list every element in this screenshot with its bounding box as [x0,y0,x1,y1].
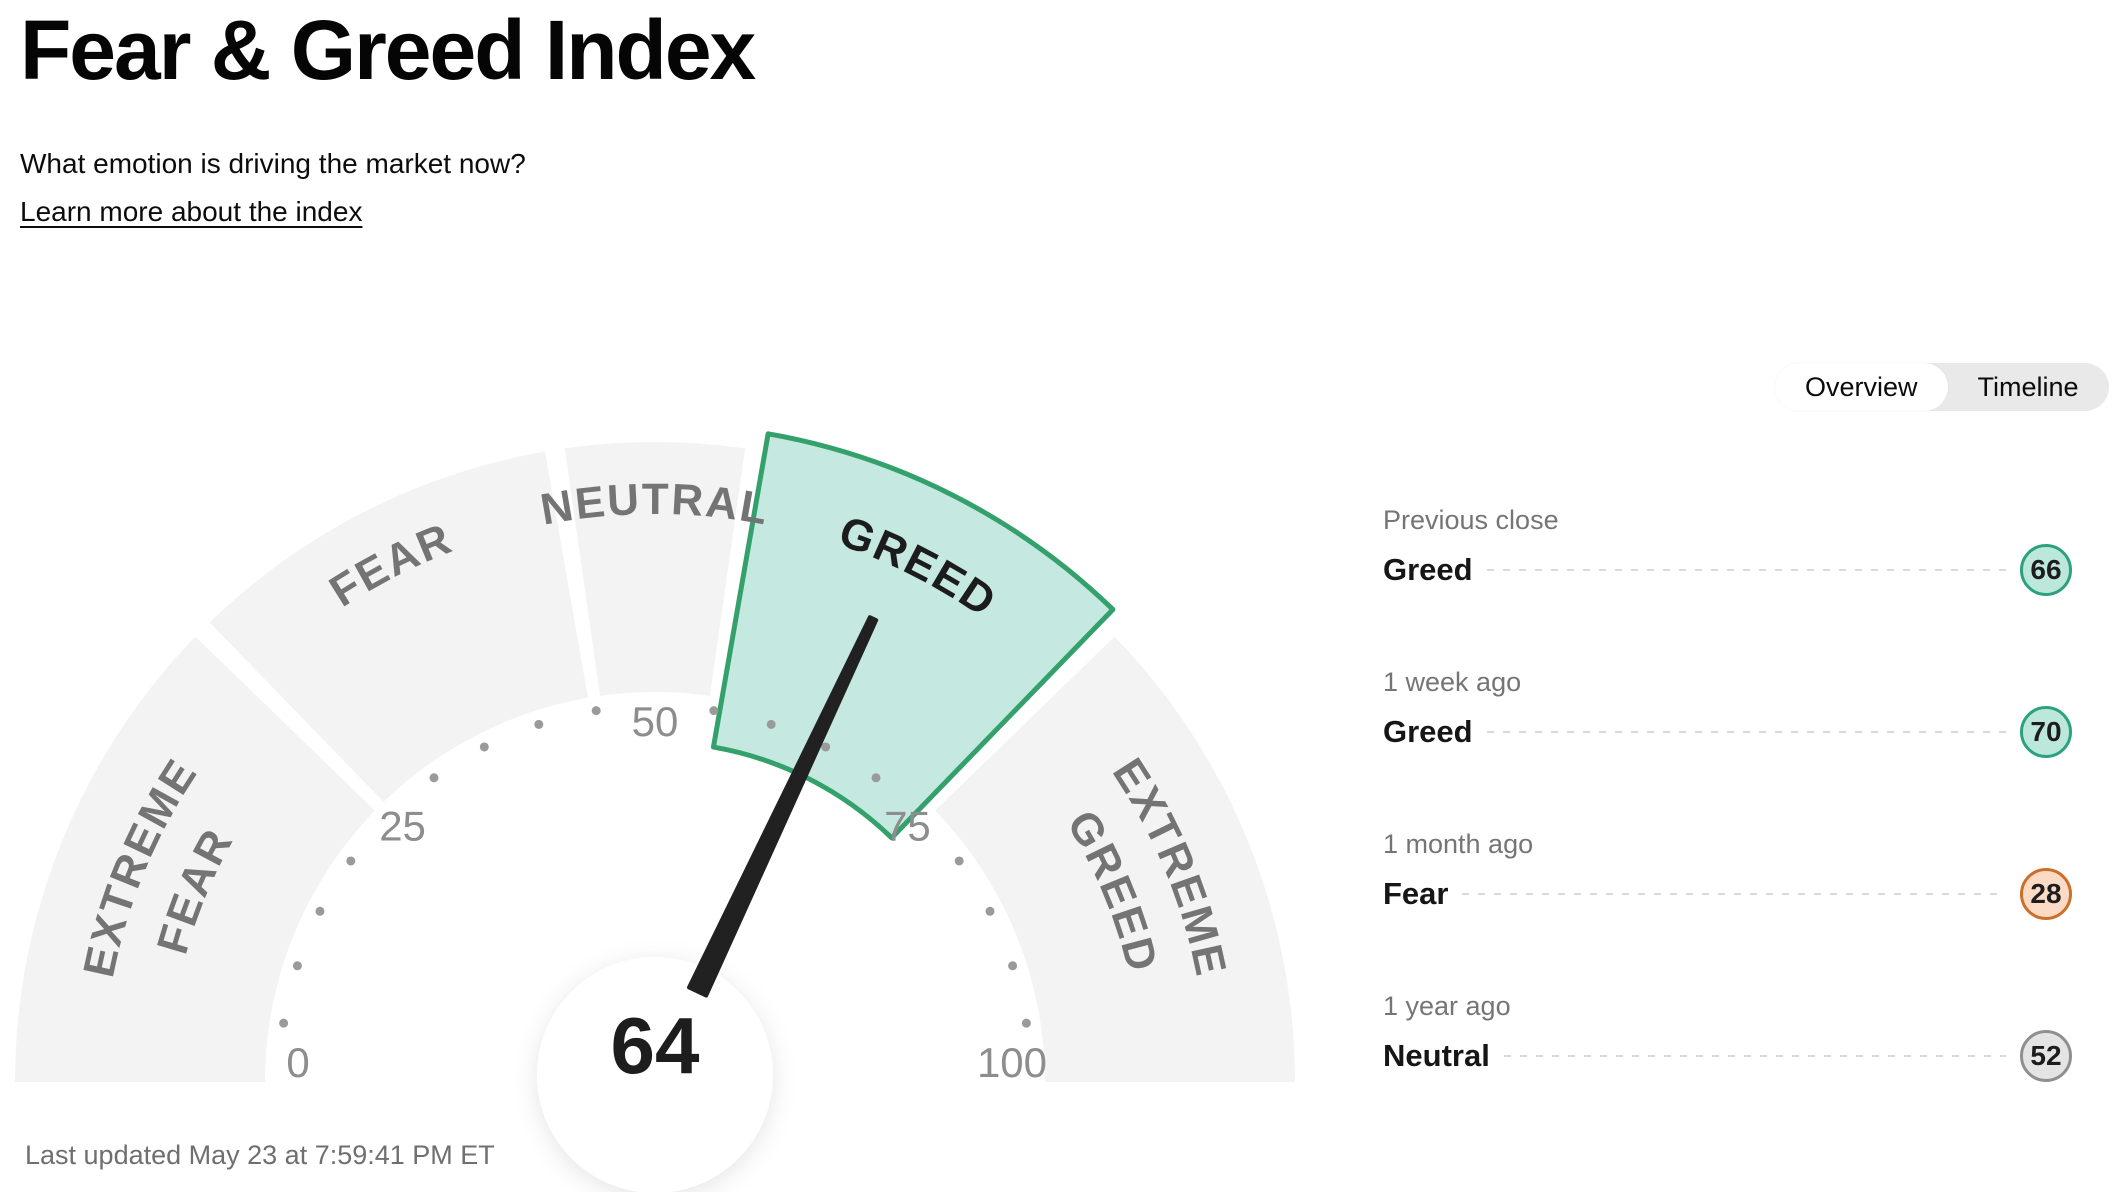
gauge-axis-label: 0 [286,1039,309,1086]
gauge-tick-dot [766,719,776,729]
gauge-tick-dot [479,742,489,752]
gauge-tick-dot [292,961,302,971]
gauge-tick-dot [821,742,831,752]
history-period: 1 month ago [1383,829,1534,859]
gauge-segment-extreme-greed [935,636,1295,1082]
score-badge: 52 [2020,1030,2072,1082]
gauge-segment-extreme-fear [15,636,375,1082]
gauge-tick-dot [279,1018,289,1028]
gauge-tick-dot [591,706,601,716]
gauge-needle [686,615,879,998]
gauge-tick-dot [346,856,356,866]
history-row: 1 year ago Neutral 52 [1383,991,2072,1082]
gauge-value: 64 [611,1001,700,1090]
page-title: Fear & Greed Index [20,3,756,97]
gauge-segment-fear [209,451,588,802]
page-subtitle: What emotion is driving the market now? [20,148,526,179]
history-sentiment: Fear [1383,876,1449,911]
gauge-center-circle [537,957,773,1192]
view-toggle: Overview Timeline [1775,363,2109,411]
dotted-leader [1462,893,2006,895]
gauge-axis-label: 75 [884,803,931,850]
history-sentiment: Greed [1383,552,1473,587]
learn-more-link[interactable]: Learn more about the index [20,196,363,227]
gauge-axis-label: 100 [977,1039,1047,1086]
dotted-leader [1486,569,2006,571]
history-sentiment: Greed [1383,714,1473,749]
gauge-tick-dot [534,719,544,729]
gauge-axis-label: 25 [379,803,426,850]
tab-timeline[interactable]: Timeline [1977,371,2079,402]
dotted-leader [1486,731,2006,733]
history-period: 1 year ago [1383,991,1511,1021]
gauge-tick-dot [709,706,719,716]
history-sentiment: Neutral [1383,1038,1490,1073]
dotted-leader [1503,1055,2006,1057]
history-row: Previous close Greed 66 [1383,505,2072,596]
gauge-tick-dot [315,906,325,916]
score-badge: 28 [2020,868,2072,920]
gauge-tick-dot [871,773,881,783]
history-period: Previous close [1383,505,1559,535]
history-row: 1 week ago Greed 70 [1383,667,2072,758]
gauge-tick-dot [1021,1018,1031,1028]
gauge-tick-dot [954,856,964,866]
score-badge: 70 [2020,706,2072,758]
gauge-axis-label: 50 [632,698,679,745]
tab-overview[interactable]: Overview [1775,363,1948,411]
gauge-tick-dot [1008,961,1018,971]
score-badge: 66 [2020,544,2072,596]
history-row: 1 month ago Fear 28 [1383,829,2072,920]
gauge-tick-dot [985,906,995,916]
gauge-tick-dot [429,773,439,783]
gauge-segment-neutral [564,442,746,696]
history-period: 1 week ago [1383,667,1522,697]
last-updated-text: Last updated May 23 at 7:59:41 PM ET [25,1140,495,1170]
